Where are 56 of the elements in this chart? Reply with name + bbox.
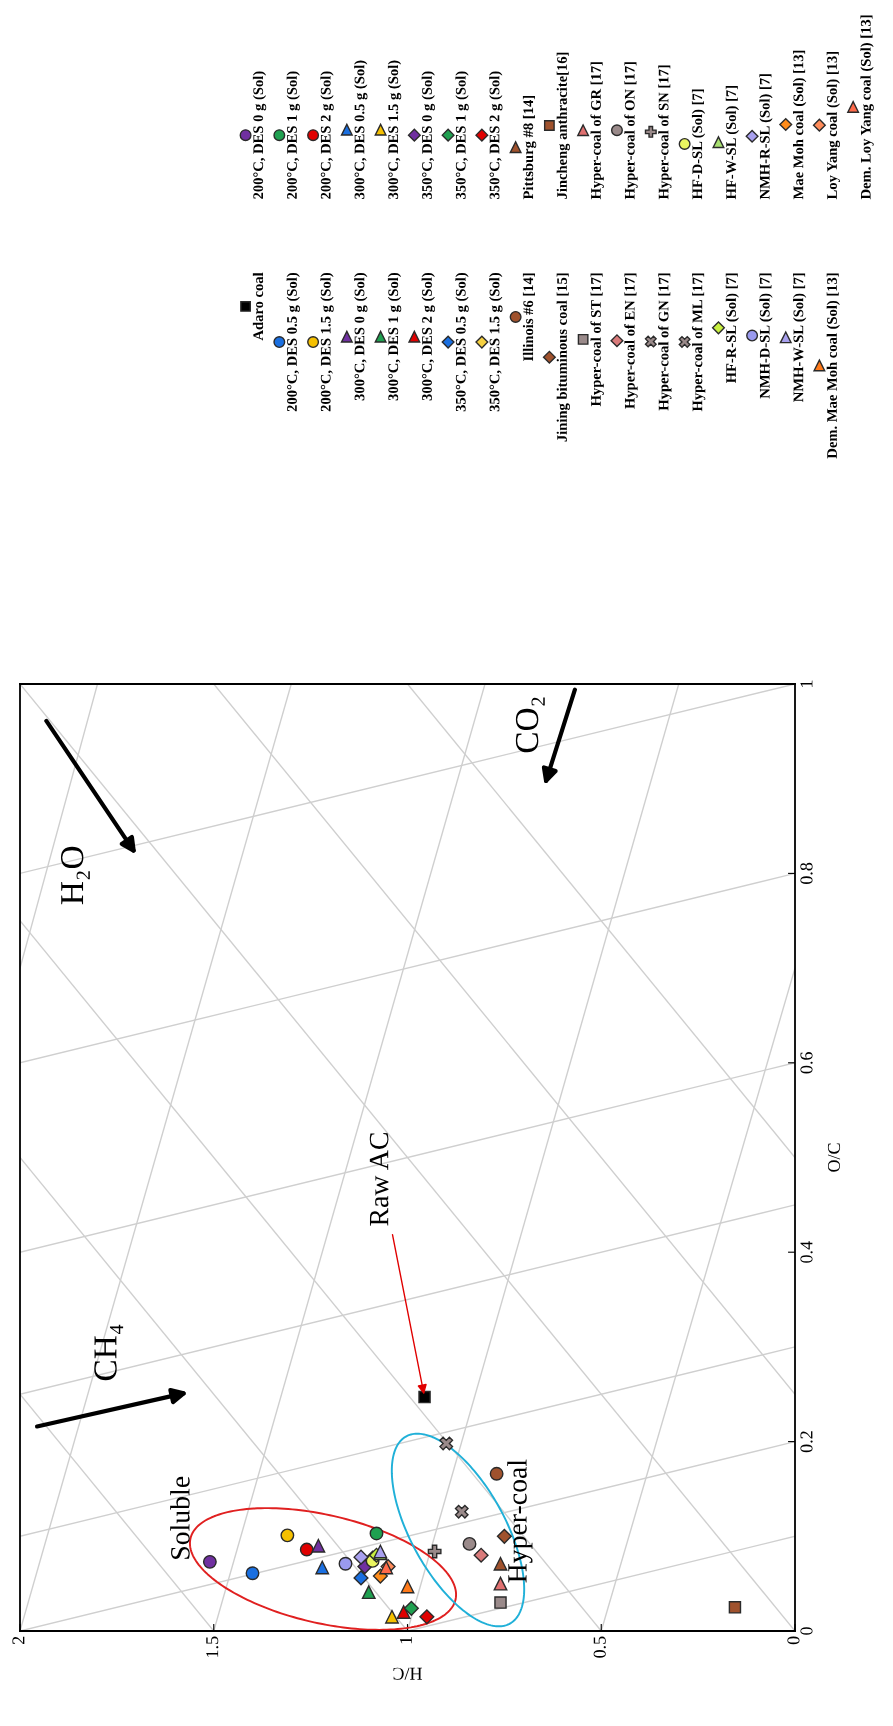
y-tick-label: 0.6 (800, 1052, 813, 1074)
legend-label: Hyper-coal of ML [17] (691, 273, 706, 412)
y-tick-label: 1 (800, 680, 813, 687)
annotation: CO₂ (515, 697, 545, 753)
legend-label: 200°C, DES 2 g (Sol) (320, 71, 334, 199)
legend-label: 350°C, DES 0 g (Sol) (421, 71, 435, 199)
legend-label: 300°C, DES 2 g (Sol) (421, 272, 435, 401)
legend-label: 350°C, DES 0.5 g (Sol) (455, 272, 469, 412)
y-tick-label: 0 (800, 1627, 813, 1635)
x-tick-label: 0.5 (593, 1636, 606, 1658)
legend-label: 200°C, DES 0.5 g (Sol) (286, 272, 300, 412)
legend-label: Illinois #6 [14] (522, 273, 535, 361)
x-tick-label: 1.5 (206, 1636, 219, 1657)
legend-label: Hyper-coal of ST [17] (590, 273, 604, 407)
x-axis-title: H/C (393, 1667, 423, 1680)
legend-label: 200°C, DES 1 g (Sol) (286, 71, 300, 199)
legend-label: 300°C, DES 1 g (Sol) (387, 272, 402, 401)
annotation: Hyper-coal (507, 1459, 533, 1583)
annotation: Raw AC (369, 1133, 389, 1226)
y-tick-label: 0.4 (800, 1241, 813, 1263)
legend-label: Hyper-coal of GN [17] (658, 273, 672, 411)
legend-label: HF-R-SL (Sol) [7] (725, 273, 739, 384)
legend-label: Jincheng anthracite[16] (556, 52, 571, 199)
legend-label: Dem. Loy Yang coal (Sol) [13] (860, 15, 874, 200)
legend-label: 200°C, DES 0 g (Sol) (252, 71, 267, 199)
legend-label: Pittsburg #8 [14] (522, 96, 537, 200)
legend-label: 200°C, DES 1.5 g (Sol) (320, 272, 334, 412)
legend-label: HF-D-SL (Sol) [7] (691, 89, 706, 200)
annotation: CH₄ (94, 1324, 124, 1381)
legend-label: 350°C, DES 2 g (Sol) (489, 71, 503, 199)
legend-label: NMH-W-SL (Sol) [7] (793, 273, 807, 402)
legend-label: 300°C, DES 0 g (Sol) (354, 272, 368, 401)
legend-label: Dem. Mae Moh coal (Sol) [13] (826, 273, 840, 459)
annotation: H₂O (60, 846, 90, 905)
annotation: Soluble (170, 1476, 190, 1559)
legend-label: Hyper-coal of SN [17] (658, 65, 672, 200)
legend-label: Hyper-coal of ON [17] (624, 62, 638, 200)
legend-label: Jining bituminous coal [15] (556, 273, 571, 442)
x-tick-label: 1 (399, 1636, 412, 1644)
legend-label: 350°C, DES 1 g (Sol) (455, 71, 469, 199)
legend-label: NMH-R-SL (Sol) [7] (759, 74, 773, 200)
legend-label: NMH-D-SL (Sol) [7] (759, 273, 773, 399)
legend-label: 300°C, DES 1.5 g (Sol) (387, 60, 402, 199)
y-axis-title: O/C (827, 1143, 841, 1172)
legend-label: Hyper-coal of GR [17] (590, 62, 604, 200)
y-tick-label: 0.8 (800, 862, 813, 884)
legend-label: Adaro coal (252, 272, 264, 341)
legend-label: 300°C, DES 0.5 g (Sol) (354, 60, 368, 199)
legend-label: Hyper-coal of EN [17] (624, 273, 638, 409)
legend-label: 350°C, DES 1.5 g (Sol) (489, 272, 503, 412)
legend-label: Loy Yang coal (Sol) [13] (826, 51, 841, 200)
legend-label: HF-W-SL (Sol) [7] (725, 86, 739, 200)
x-tick-label: 2 (12, 1636, 25, 1645)
y-tick-label: 0.2 (800, 1431, 813, 1453)
legend-label: Mae Moh coal (Sol) [13] (793, 50, 807, 200)
x-tick-label: 0 (787, 1636, 800, 1645)
